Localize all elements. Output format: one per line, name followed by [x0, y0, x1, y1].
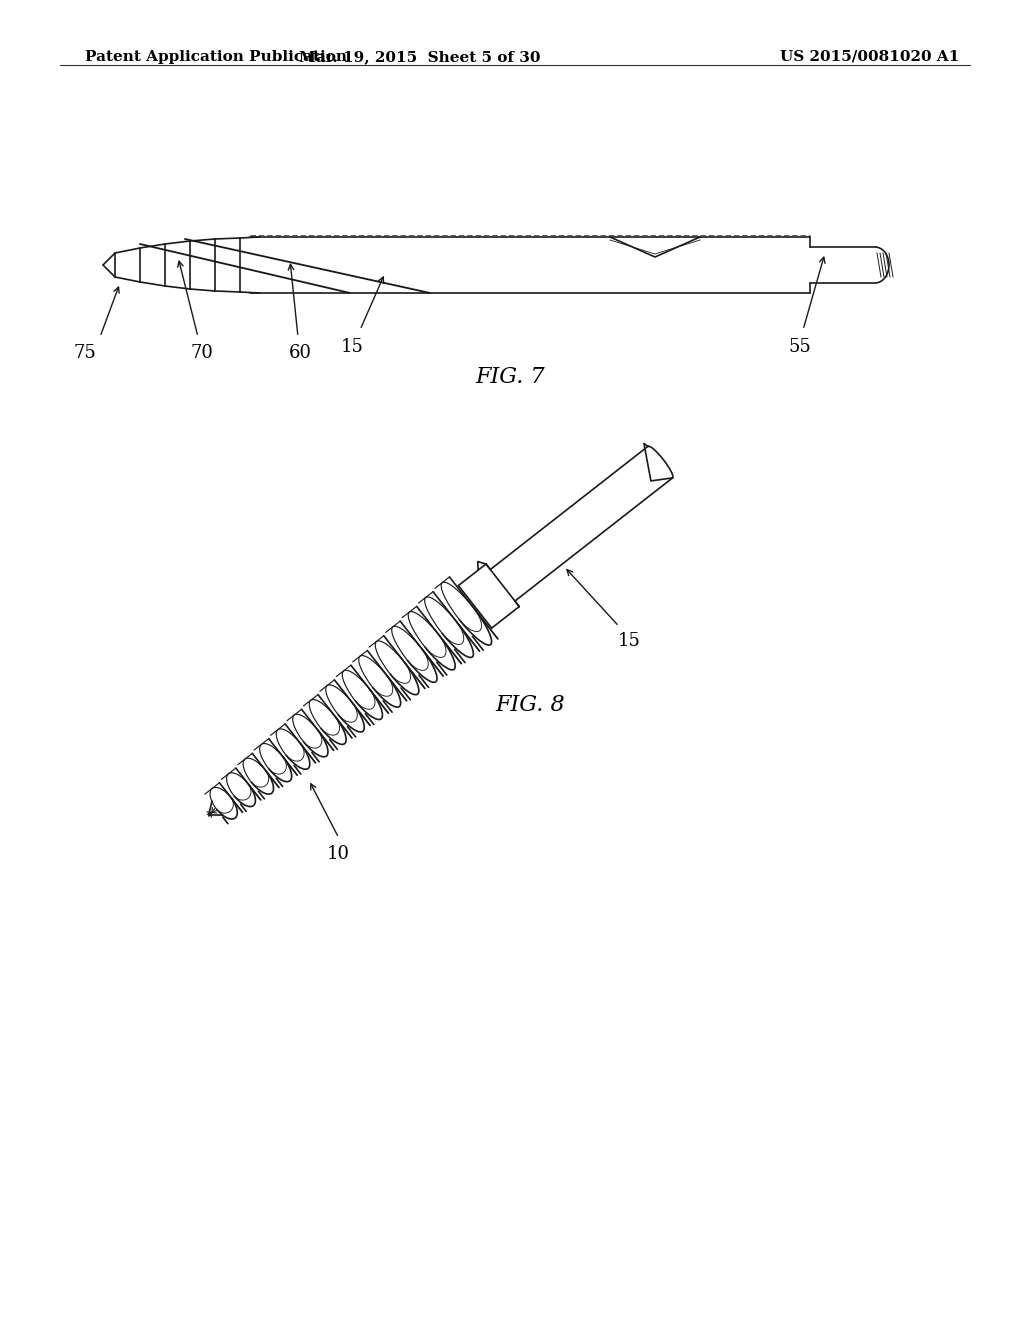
Text: FIG. 8: FIG. 8 — [496, 694, 565, 715]
Text: 15: 15 — [617, 632, 640, 651]
Text: 15: 15 — [341, 338, 364, 356]
Text: 60: 60 — [289, 345, 311, 362]
Text: 70: 70 — [190, 345, 213, 362]
Text: 75: 75 — [74, 345, 96, 362]
Text: 10: 10 — [328, 845, 350, 863]
Text: 55: 55 — [788, 338, 811, 356]
Text: FIG. 7: FIG. 7 — [475, 366, 545, 388]
Text: Patent Application Publication: Patent Application Publication — [85, 50, 347, 63]
Text: US 2015/0081020 A1: US 2015/0081020 A1 — [780, 50, 959, 63]
Text: Mar. 19, 2015  Sheet 5 of 30: Mar. 19, 2015 Sheet 5 of 30 — [299, 50, 541, 63]
